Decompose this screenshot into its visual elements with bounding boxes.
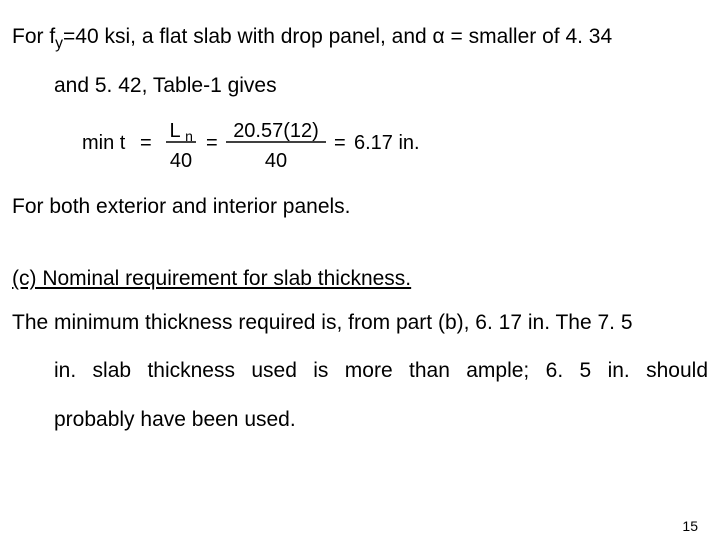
- paragraph-1: For fy=40 ksi, a flat slab with drop pan…: [12, 12, 708, 111]
- svg-text:=: =: [206, 132, 218, 154]
- svg-text:=: =: [140, 132, 152, 154]
- page-number: 15: [682, 518, 698, 534]
- svg-text:40: 40: [170, 150, 192, 171]
- paragraph-2: For both exterior and interior panels.: [12, 183, 708, 231]
- paragraph-1-line-1: For fy=40 ksi, a flat slab with drop pan…: [12, 12, 708, 61]
- svg-text:min t: min t: [82, 132, 126, 154]
- p3-text-b: in. slab thickness used is more than amp…: [54, 359, 708, 382]
- svg-text:=: =: [334, 132, 346, 154]
- p3-text-a: The minimum thickness required is, from …: [12, 311, 633, 334]
- paragraph-1-line-2: and 5. 42, Table-1 gives: [12, 61, 708, 110]
- p3-text-c: probably have been used.: [54, 408, 296, 431]
- svg-text:20.57(12): 20.57(12): [233, 120, 319, 142]
- page-number-text: 15: [682, 518, 698, 534]
- p1-text-c: and 5. 42, Table-1 gives: [54, 74, 277, 97]
- p1-subscript: y: [55, 35, 63, 52]
- p2-text: For both exterior and interior panels.: [12, 195, 351, 218]
- p1-text-a: For f: [12, 25, 55, 48]
- paragraph-3-line-1: The minimum thickness required is, from …: [12, 299, 708, 347]
- p1-text-b: =40 ksi, a flat slab with drop panel, an…: [63, 25, 612, 48]
- paragraph-3: The minimum thickness required is, from …: [12, 299, 708, 444]
- paragraph-3-line-2: in. slab thickness used is more than amp…: [12, 347, 708, 395]
- svg-text:40: 40: [265, 150, 287, 171]
- svg-text:6.17 in.: 6.17 in.: [354, 132, 420, 154]
- section-heading: (c) Nominal requirement for slab thickne…: [12, 267, 708, 291]
- equation-svg: min t=Ln40=20.57(12)40=6.17 in.: [82, 115, 482, 171]
- paragraph-3-line-3: probably have been used.: [12, 396, 708, 444]
- svg-text:L: L: [169, 120, 180, 142]
- equation-block: min t=Ln40=20.57(12)40=6.17 in.: [12, 111, 708, 177]
- heading-text: (c) Nominal requirement for slab thickne…: [12, 267, 411, 290]
